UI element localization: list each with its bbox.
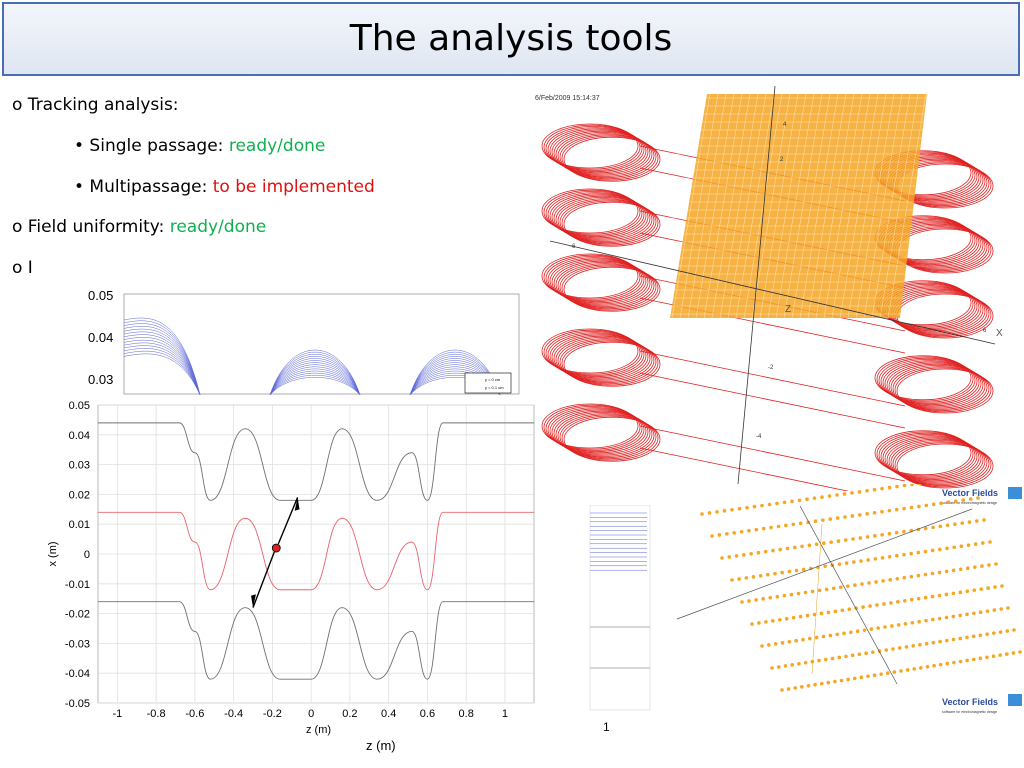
bullet-multipassage: • Multipassage: to be implemented: [74, 177, 375, 197]
magnet-axes: [549, 86, 996, 485]
field-mesh: [670, 93, 928, 319]
blue-arches: [123, 317, 501, 395]
small-right-plot: 1: [589, 505, 651, 734]
trajectory-series-line: [98, 511, 534, 591]
tick-2: 2: [780, 157, 784, 163]
bullet-field-status: ready/done: [169, 217, 267, 237]
top-ytick-1: 0.04: [88, 330, 113, 345]
magnet-3d-plot: 6/Feb/2009 15:14:37 X Z 6 -6 2 -2 4 -4: [535, 86, 1003, 491]
vector-fields-plot: Vector Fields software for electromagnet…: [676, 484, 1022, 714]
hidden-chart-frame: 0.05 0.04 0.03 y = 0 cm y = 0.1 cm: [88, 288, 520, 395]
y-tick-label: 0.04: [69, 430, 90, 442]
bullet-cut-text: o I: [12, 258, 33, 278]
magnet-timestamp: 6/Feb/2009 15:14:37: [535, 95, 600, 102]
vf-axes: [676, 505, 973, 685]
x-tick-label: 0.4: [381, 708, 396, 720]
tick-6-right: 6: [983, 328, 987, 334]
y-tick-label: 0.05: [69, 400, 90, 412]
y-tick-label: -0.05: [65, 698, 90, 710]
arrow-up: [277, 497, 299, 545]
slide-title: The analysis tools: [349, 18, 673, 59]
x-tick-label: -0.4: [224, 708, 243, 720]
axis-label-x: X: [996, 328, 1003, 339]
y-tick-label: -0.01: [65, 579, 90, 591]
small-plot-tick: 1: [603, 720, 610, 734]
top-legend: y = 0 cm y = 0.1 cm: [464, 372, 512, 394]
y-tick-label: 0.03: [69, 460, 90, 472]
tick-4: 4: [783, 122, 787, 128]
y-tick-label: 0.01: [69, 519, 90, 531]
tick-neg4: -4: [756, 434, 762, 440]
vector-fields-brand-top: Vector Fields: [942, 488, 998, 498]
reference-point: [271, 543, 281, 553]
bullet-multi-status: to be implemented: [212, 177, 375, 197]
vector-fields-brand-bottom: Vector Fields: [942, 697, 998, 707]
arrowhead-up: [294, 497, 300, 511]
arrow-down: [252, 551, 275, 608]
top-ytick-2: 0.03: [88, 372, 113, 387]
vector-fields-logo-top: Vector Fields software for electromagnet…: [942, 487, 1022, 505]
y-tick-label: -0.02: [65, 609, 90, 621]
y-tick-label: -0.03: [65, 638, 90, 650]
trajectory-chart: -1 -0.8 -0.6 -0.4 -0.2 0 0.2 0.4 0.6 0.8 1 0.05 0.04…: [20, 395, 540, 740]
top-legend-entry-1: y = 0.1 cm: [485, 385, 504, 390]
x-tick-label: 0.8: [459, 708, 474, 720]
axis-label-z: Z: [785, 304, 791, 315]
y-tick-label: 0: [84, 549, 90, 561]
x-tick-label: 0.6: [420, 708, 435, 720]
vector-fields-logo-bottom: Vector Fields software for electromagnet…: [942, 694, 1022, 714]
bullet-single-label: • Single passage:: [74, 136, 229, 156]
top-legend-entry-0: y = 0 cm: [485, 377, 501, 382]
bullet-single-status: ready/done: [228, 136, 326, 156]
x-tick-label: 0: [308, 708, 314, 720]
x-tick-label: 1: [502, 708, 508, 720]
bullet-field-label: o Field uniformity:: [12, 217, 170, 237]
bullet-multi-label: • Multipassage:: [74, 177, 213, 197]
x-tick-label: -0.2: [263, 708, 282, 720]
top-ytick-0: 0.05: [88, 288, 113, 303]
x-tick-label: 0.2: [342, 708, 357, 720]
y-axis-label: x (m): [47, 541, 59, 566]
x-tick-label: -0.6: [185, 708, 204, 720]
x-tick-label: -1: [112, 708, 122, 720]
tick-neg6-left: -6: [570, 244, 576, 250]
dotted-field-lines: [700, 484, 1022, 692]
bullet-cut: o I: [12, 258, 33, 278]
x-tick-label: -0.8: [147, 708, 166, 720]
vector-fields-tagline-bottom: software for electromagnetic design: [942, 710, 997, 714]
bullet-tracking-text: o Tracking analysis:: [12, 95, 179, 115]
tick-neg2: -2: [768, 365, 774, 371]
bullet-single-passage: • Single passage: ready/done: [74, 136, 325, 156]
trajectory-series-line: [97, 601, 534, 680]
bottom-z-label: z (m): [366, 738, 396, 753]
y-tick-label: -0.04: [65, 668, 90, 680]
y-tick-label: 0.02: [69, 489, 90, 501]
trajectory-series-line: [97, 422, 534, 501]
x-axis-label: z (m): [306, 724, 331, 736]
bullet-field-uniformity: o Field uniformity: ready/done: [12, 217, 266, 237]
arrowhead-down: [251, 594, 256, 608]
vector-fields-tagline-top: software for electromagnetic design: [942, 501, 997, 505]
bullet-tracking: o Tracking analysis:: [12, 95, 179, 115]
title-bar: The analysis tools: [2, 2, 1020, 76]
